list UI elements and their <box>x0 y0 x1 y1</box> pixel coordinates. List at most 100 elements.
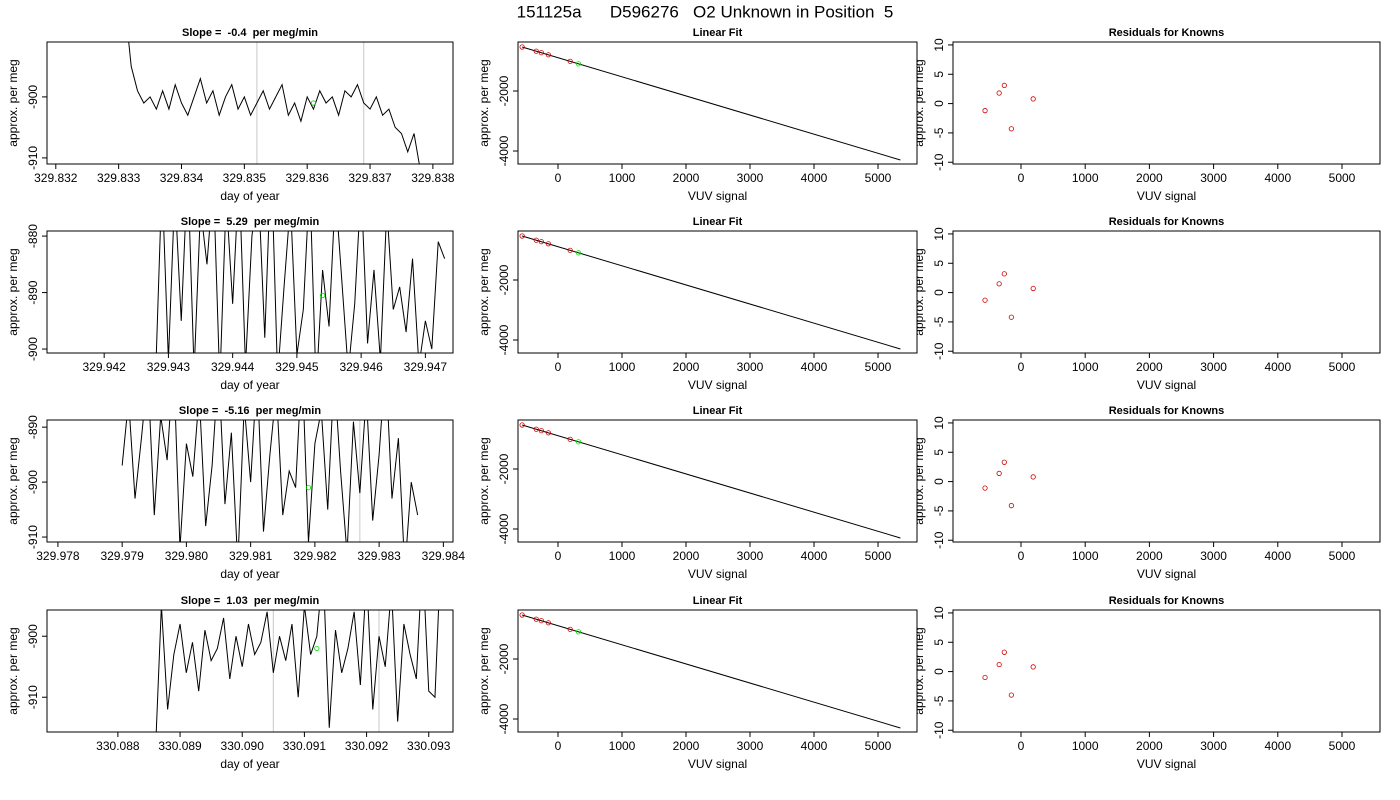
x-tick-label: 3000 <box>1200 739 1227 753</box>
data-point <box>1008 314 1014 320</box>
panel-title: Slope = -0.4 per meg/min <box>182 27 318 39</box>
x-tick-label: 5000 <box>865 171 892 185</box>
x-tick-label: 329.983 <box>357 549 401 563</box>
panel-title: Residuals for Knowns <box>1109 27 1225 39</box>
x-tick-label: 330.091 <box>283 739 327 753</box>
data-point <box>567 626 573 632</box>
y-axis-label: approx. per meg <box>912 248 926 335</box>
x-tick-label: 4000 <box>1264 171 1291 185</box>
y-tick-label: 5 <box>932 260 946 267</box>
panel-title: Residuals for Knowns <box>1109 595 1225 607</box>
data-line <box>522 614 901 729</box>
y-tick-label: -5 <box>932 127 946 138</box>
data-point <box>982 485 988 491</box>
x-tick-label: 329.984 <box>422 549 466 563</box>
data-line <box>522 46 901 161</box>
plot-box <box>952 41 1381 165</box>
x-tick-label: 2000 <box>673 739 700 753</box>
x-tick-label: 5000 <box>1329 171 1356 185</box>
y-tick-label: 5 <box>932 71 946 78</box>
data-point <box>1001 271 1007 277</box>
x-tick-label: 329.944 <box>211 360 255 374</box>
panel-title: Linear Fit <box>693 27 743 39</box>
data-point <box>567 436 573 442</box>
plot-box <box>517 419 918 543</box>
y-axis-label: approx. per meg <box>477 437 491 524</box>
plot-area <box>519 612 901 729</box>
data-line <box>121 420 419 542</box>
data-point <box>533 616 539 622</box>
plot-box <box>46 609 454 733</box>
y-axis-label: approx. per meg <box>912 437 926 524</box>
x-tick-label: 3000 <box>737 739 764 753</box>
data-point <box>1030 285 1036 292</box>
y-tick-label: 0 <box>932 289 946 296</box>
data-point <box>996 470 1002 476</box>
plot-area <box>982 271 1036 320</box>
data-line <box>522 235 901 350</box>
data-point <box>545 620 552 626</box>
x-tick-label: 329.982 <box>293 549 337 563</box>
data-point <box>545 52 552 58</box>
x-tick-label: 2000 <box>1136 549 1163 563</box>
panel-title: Residuals for Knowns <box>1109 216 1225 228</box>
data-point <box>575 61 582 67</box>
plot-box <box>517 609 918 733</box>
x-tick-label: 0 <box>555 171 562 185</box>
x-tick-label: 330.093 <box>407 739 451 753</box>
x-tick-label: 1000 <box>609 360 636 374</box>
x-tick-label: 4000 <box>1264 549 1291 563</box>
plot-area <box>519 233 901 350</box>
y-axis-label: approx. per meg <box>912 627 926 714</box>
x-tick-label: 4000 <box>801 739 828 753</box>
data-point <box>519 612 525 618</box>
data-point <box>1030 664 1036 670</box>
x-tick-label: 329.832 <box>34 171 78 185</box>
x-tick-label: 0 <box>1018 739 1025 753</box>
panel-title: Linear Fit <box>693 216 743 228</box>
y-tick-label: -2000 <box>497 75 511 106</box>
x-tick-label: 0 <box>1018 360 1025 374</box>
x-axis-label: VUV signal <box>1137 567 1196 581</box>
x-tick-label: 1000 <box>609 739 636 753</box>
y-tick-label: -4000 <box>497 703 511 734</box>
plot-box <box>46 419 454 543</box>
data-point <box>567 58 573 64</box>
data-point <box>1008 692 1014 698</box>
x-tick-label: 329.835 <box>223 171 267 185</box>
data-point <box>538 239 544 245</box>
y-axis-label: approx. per meg <box>6 59 20 146</box>
x-tick-label: 4000 <box>801 360 828 374</box>
plot-box <box>46 41 454 165</box>
x-tick-label: 3000 <box>1200 360 1227 374</box>
x-tick-label: 329.838 <box>411 171 455 185</box>
x-tick-label: 5000 <box>1329 549 1356 563</box>
plot-area <box>519 422 901 539</box>
data-point <box>1001 82 1007 89</box>
panel-title: Residuals for Knowns <box>1109 405 1225 417</box>
x-tick-label: 0 <box>555 549 562 563</box>
figure-title: 151125a D596276 O2 Unknown in Position 5 <box>517 2 894 21</box>
y-axis-label: approx. per meg <box>477 627 491 714</box>
y-tick-label: -5 <box>932 316 946 327</box>
x-tick-label: 329.837 <box>348 171 392 185</box>
x-tick-label: 2000 <box>673 549 700 563</box>
x-tick-label: 329.947 <box>404 360 448 374</box>
y-tick-label: -2000 <box>497 453 511 484</box>
plot-box <box>952 419 1381 543</box>
plot-box <box>517 230 918 354</box>
plot-box <box>952 609 1381 733</box>
data-point <box>575 439 582 445</box>
y-tick-label: -890 <box>26 415 40 439</box>
x-tick-label: 3000 <box>737 171 764 185</box>
x-axis-label: VUV signal <box>688 378 747 392</box>
x-tick-label: 3000 <box>1200 171 1227 185</box>
data-point <box>982 674 988 681</box>
x-axis-label: day of year <box>220 378 279 392</box>
y-tick-label: 5 <box>932 639 946 646</box>
data-line <box>155 231 446 353</box>
y-tick-label: -10 <box>932 531 946 549</box>
y-tick-label: -880 <box>26 224 40 248</box>
x-tick-label: 4000 <box>801 549 828 563</box>
data-point <box>1001 459 1007 465</box>
